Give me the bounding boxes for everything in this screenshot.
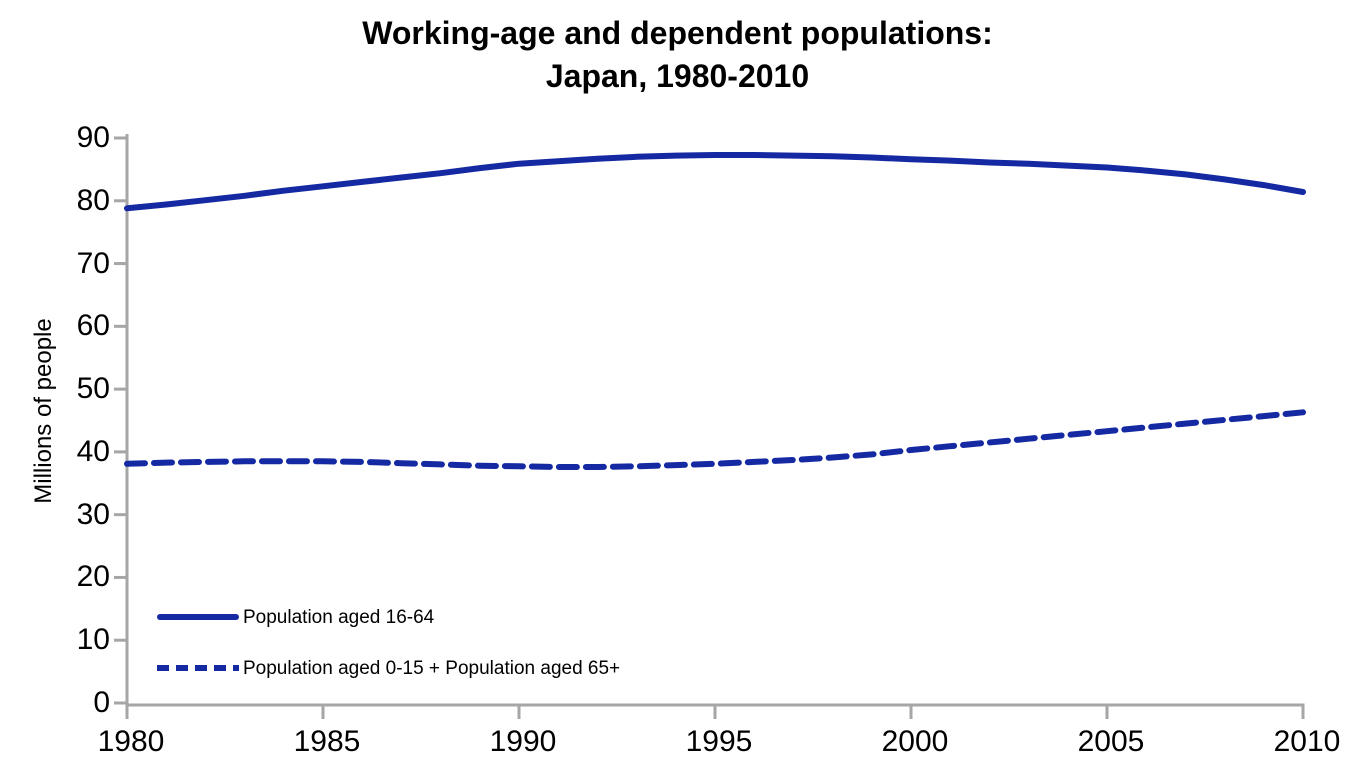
legend-label-working-age: Population aged 16-64 — [243, 607, 435, 628]
y-tick-label-60: 60 — [76, 309, 110, 343]
chart-title-line2: Japan, 1980-2010 — [545, 58, 810, 94]
y-tick-label-20: 20 — [76, 560, 110, 594]
x-tick-label-1990: 1990 — [489, 725, 557, 758]
series-line-dependent — [124, 409, 1306, 470]
chart-title-line1: Working-age and dependent populations: — [362, 15, 993, 51]
x-tick-label-1985: 1985 — [293, 725, 361, 758]
legend-swatch-dashed-line — [157, 665, 239, 671]
legend-label-dependent: Population aged 0-15 + Population aged 6… — [243, 658, 621, 679]
x-tick-label-1980: 1980 — [97, 725, 165, 758]
y-tick-label-80: 80 — [76, 183, 110, 217]
y-tick-label-70: 70 — [76, 246, 110, 280]
y-tick-label-0: 0 — [93, 686, 110, 719]
x-tick-label-2010: 2010 — [1273, 725, 1341, 758]
x-tick-label-1995: 1995 — [685, 725, 753, 758]
x-tick-label-2005: 2005 — [1077, 725, 1145, 758]
x-tick-label-2000: 2000 — [881, 725, 949, 758]
y-tick-label-50: 50 — [76, 372, 110, 406]
legend-swatch-solid-line — [157, 614, 239, 620]
y-tick-label-30: 30 — [76, 497, 110, 531]
y-tick-label-10: 10 — [76, 623, 110, 657]
y-tick-label-40: 40 — [76, 434, 110, 468]
series-line-working-age — [124, 152, 1306, 212]
y-tick-label-90: 90 — [76, 121, 110, 154]
chart-title: Working-age and dependent populations: J… — [0, 12, 1355, 98]
